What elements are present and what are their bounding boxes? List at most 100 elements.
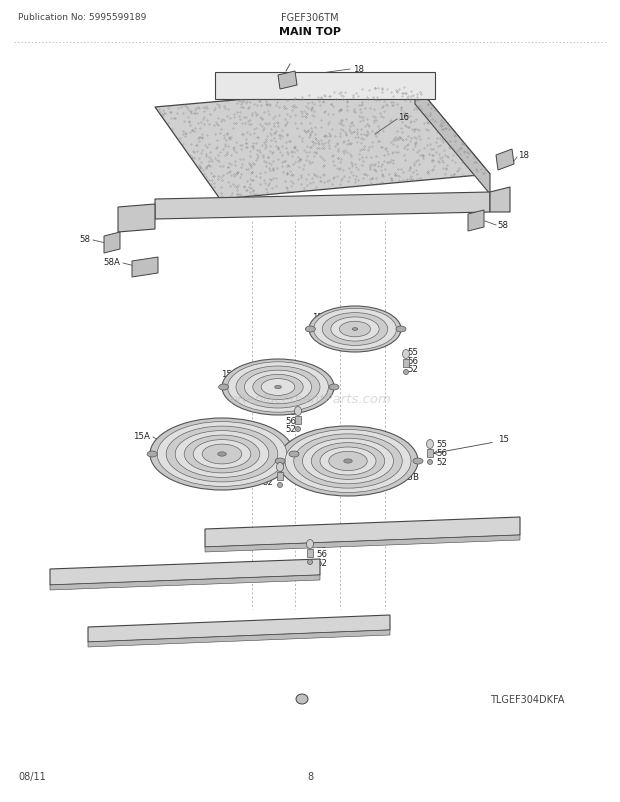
Polygon shape [415,85,490,195]
Polygon shape [490,188,510,213]
Ellipse shape [329,452,367,471]
Ellipse shape [311,443,385,480]
Text: 56: 56 [316,550,327,559]
FancyBboxPatch shape [277,472,283,480]
Ellipse shape [340,322,371,338]
Text: 18: 18 [518,150,529,160]
Text: 15: 15 [498,435,509,444]
Text: Publication No: 5995599189: Publication No: 5995599189 [18,14,146,22]
Ellipse shape [222,359,334,415]
Text: 15B: 15B [402,473,419,482]
Ellipse shape [294,435,402,488]
Polygon shape [205,517,520,547]
Text: 26B: 26B [320,626,337,636]
FancyBboxPatch shape [403,359,409,367]
Text: 55: 55 [262,461,273,470]
Ellipse shape [402,350,409,359]
Ellipse shape [306,540,314,549]
Ellipse shape [218,452,226,456]
Ellipse shape [308,560,312,565]
FancyBboxPatch shape [307,549,313,557]
Text: FGEF306TM: FGEF306TM [281,13,339,23]
Ellipse shape [150,419,294,490]
Ellipse shape [314,309,396,350]
Ellipse shape [352,328,358,331]
Text: 55: 55 [436,440,447,449]
Ellipse shape [275,459,285,464]
Ellipse shape [303,439,394,484]
Ellipse shape [193,440,251,469]
Polygon shape [278,72,297,90]
Polygon shape [132,257,158,277]
Polygon shape [50,575,320,590]
Ellipse shape [396,326,406,333]
Polygon shape [496,150,514,171]
Text: 52: 52 [262,478,273,487]
Text: 18: 18 [353,64,364,74]
Ellipse shape [427,440,433,449]
Polygon shape [215,73,435,100]
Polygon shape [155,85,490,200]
Ellipse shape [413,459,423,464]
Text: 52: 52 [316,559,327,568]
Polygon shape [118,205,155,233]
Text: 58A: 58A [103,258,120,267]
Ellipse shape [289,452,299,457]
Ellipse shape [428,460,433,465]
Ellipse shape [344,460,352,464]
FancyBboxPatch shape [295,416,301,424]
Text: 8: 8 [307,771,313,781]
FancyBboxPatch shape [427,449,433,457]
Ellipse shape [294,407,301,416]
Text: 08/11: 08/11 [18,771,46,781]
Text: 58: 58 [497,221,508,229]
Ellipse shape [244,371,312,404]
Ellipse shape [278,427,418,496]
Ellipse shape [157,422,287,487]
Ellipse shape [253,375,303,400]
Ellipse shape [166,427,278,482]
Ellipse shape [404,370,409,375]
Ellipse shape [236,367,320,408]
Text: 56: 56 [407,357,418,366]
Polygon shape [155,192,490,220]
Ellipse shape [309,306,401,353]
Text: 16: 16 [398,113,409,123]
Text: 56: 56 [285,417,296,426]
Ellipse shape [329,384,339,391]
Ellipse shape [277,463,283,472]
Ellipse shape [296,695,308,704]
Ellipse shape [261,379,294,396]
Polygon shape [468,211,484,232]
Polygon shape [88,630,390,647]
Text: 55: 55 [285,408,296,417]
Ellipse shape [175,431,269,478]
Text: 26: 26 [504,530,515,539]
Text: MAIN TOP: MAIN TOP [279,27,341,37]
Text: 52: 52 [285,425,296,434]
Ellipse shape [202,444,242,464]
Text: 26A: 26A [81,577,98,587]
Ellipse shape [331,318,379,342]
Ellipse shape [322,314,388,346]
Text: 55: 55 [316,541,327,550]
Ellipse shape [278,483,283,488]
Ellipse shape [275,386,281,389]
Text: eReplacementParts.com: eReplacementParts.com [229,393,391,406]
Polygon shape [88,615,390,642]
Text: 15A: 15A [133,432,150,441]
Text: 56: 56 [262,469,273,478]
Ellipse shape [147,452,157,457]
Polygon shape [104,233,120,253]
Text: TLGEF304DKFA: TLGEF304DKFA [490,695,564,704]
Text: 55: 55 [407,348,418,357]
Ellipse shape [285,430,411,493]
Ellipse shape [184,435,260,473]
Polygon shape [50,559,320,585]
Text: 52: 52 [407,365,418,374]
Text: 58: 58 [79,235,90,244]
Ellipse shape [306,326,316,333]
Text: 56: 56 [436,449,447,458]
Ellipse shape [219,384,229,391]
Ellipse shape [296,427,301,432]
